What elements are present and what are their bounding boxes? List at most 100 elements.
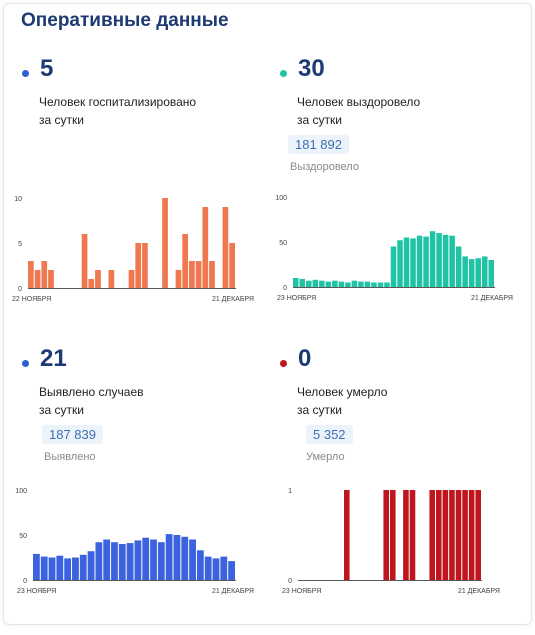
bar bbox=[390, 246, 397, 287]
bar bbox=[64, 558, 72, 580]
x-start-label: 23 НОЯБРЯ bbox=[277, 295, 316, 302]
bar bbox=[371, 282, 377, 287]
bar bbox=[345, 282, 351, 287]
y-tick-label: 50 bbox=[19, 533, 27, 540]
hospitalized-desc-line2: за сутки bbox=[39, 113, 84, 127]
bar bbox=[202, 207, 209, 288]
bar bbox=[157, 542, 165, 580]
bar bbox=[410, 238, 416, 287]
bar bbox=[332, 280, 338, 287]
bar bbox=[338, 281, 345, 287]
bar bbox=[79, 554, 87, 580]
bar bbox=[173, 535, 181, 580]
bar bbox=[429, 490, 435, 580]
recovered-total-label: Выздоровело bbox=[290, 161, 359, 173]
bar bbox=[455, 490, 462, 580]
hospitalized-count: 5 bbox=[40, 55, 54, 82]
bar bbox=[442, 234, 449, 287]
died-desc-line1: Человек умерло bbox=[297, 385, 388, 399]
died-panel: 0 Человек умерло за сутки 5 352 Умерло bbox=[280, 345, 520, 635]
bar bbox=[436, 233, 442, 287]
bar bbox=[48, 270, 54, 288]
bar bbox=[351, 280, 358, 287]
y-tick-label: 10 bbox=[14, 196, 22, 203]
bar bbox=[209, 261, 215, 288]
bar bbox=[181, 536, 189, 580]
recovered-dot bbox=[280, 70, 287, 77]
bar bbox=[195, 261, 202, 288]
bar bbox=[436, 490, 442, 580]
recovered-desc-line1: Человек выздоровело bbox=[297, 95, 421, 109]
bar bbox=[299, 278, 306, 287]
bar bbox=[189, 261, 195, 288]
bar bbox=[344, 490, 350, 580]
bar bbox=[95, 542, 103, 580]
detected-dot bbox=[22, 360, 29, 367]
bar bbox=[182, 234, 189, 288]
x-start-label: 22 НОЯБРЯ bbox=[12, 296, 51, 303]
bar bbox=[409, 490, 416, 580]
died-chart: 0 1 23 НОЯБРЯ 21 ДЕКАБРЯ bbox=[282, 488, 500, 595]
y-tick-label: 100 bbox=[275, 195, 287, 202]
died-dot bbox=[280, 360, 287, 367]
bar bbox=[41, 261, 48, 288]
bar bbox=[429, 231, 436, 287]
detected-panel: 21 Выявлено случаев за сутки 187 839 Выя… bbox=[22, 345, 262, 635]
bar bbox=[468, 259, 475, 287]
bar bbox=[325, 281, 332, 287]
bar bbox=[88, 279, 95, 288]
bar bbox=[204, 556, 212, 580]
x-start-label: 23 НОЯБРЯ bbox=[282, 588, 321, 595]
y-tick-label: 0 bbox=[18, 286, 22, 293]
detected-count: 21 bbox=[40, 345, 67, 372]
bar bbox=[34, 270, 41, 288]
y-tick-label: 1 bbox=[288, 488, 292, 495]
x-end-label: 21 ДЕКАБРЯ bbox=[458, 588, 500, 595]
bar bbox=[212, 558, 220, 580]
bar bbox=[384, 282, 390, 287]
y-tick-label: 0 bbox=[23, 578, 27, 585]
recovered-total: 181 892 bbox=[288, 135, 349, 154]
x-end-label: 21 ДЕКАБРЯ bbox=[471, 295, 513, 302]
bar bbox=[462, 256, 468, 287]
bar bbox=[397, 240, 403, 287]
bar bbox=[358, 281, 364, 287]
died-total-label: Умерло bbox=[306, 451, 345, 463]
bar bbox=[377, 282, 384, 287]
y-tick-label: 0 bbox=[288, 578, 292, 585]
died-desc-line2: за сутки bbox=[297, 403, 342, 417]
bar bbox=[162, 198, 168, 288]
bar bbox=[462, 490, 468, 580]
bar bbox=[416, 235, 423, 287]
detected-description: Выявлено случаев за сутки bbox=[39, 383, 239, 419]
bar bbox=[449, 235, 455, 287]
bar bbox=[142, 537, 150, 580]
bar bbox=[56, 555, 64, 580]
bar bbox=[228, 561, 235, 580]
x-end-label: 21 ДЕКАБРЯ bbox=[212, 588, 254, 595]
bar bbox=[475, 258, 481, 287]
recovered-desc-line2: за сутки bbox=[297, 113, 342, 127]
bar bbox=[108, 270, 115, 288]
bar bbox=[81, 234, 88, 288]
page-title: Оперативные данные bbox=[21, 10, 229, 31]
bar bbox=[118, 544, 126, 580]
recovered-description: Человек выздоровело за сутки bbox=[297, 93, 497, 129]
bar bbox=[364, 281, 371, 287]
bar bbox=[135, 243, 142, 288]
bar bbox=[33, 553, 40, 580]
detected-total: 187 839 bbox=[42, 425, 103, 444]
bar bbox=[306, 280, 312, 287]
bar bbox=[87, 551, 95, 580]
bar bbox=[403, 237, 410, 287]
bar bbox=[390, 490, 396, 580]
bar bbox=[229, 243, 235, 288]
detected-chart: 0 50 100 23 НОЯБРЯ 21 ДЕКАБРЯ bbox=[15, 488, 254, 595]
bar bbox=[383, 490, 389, 580]
recovered-chart: 0 50 100 23 НОЯБРЯ 21 ДЕКАБРЯ bbox=[275, 195, 513, 302]
bar bbox=[142, 243, 148, 288]
bar bbox=[111, 542, 118, 580]
detected-total-label: Выявлено bbox=[44, 451, 96, 463]
bar bbox=[488, 260, 494, 287]
bar bbox=[449, 490, 455, 580]
